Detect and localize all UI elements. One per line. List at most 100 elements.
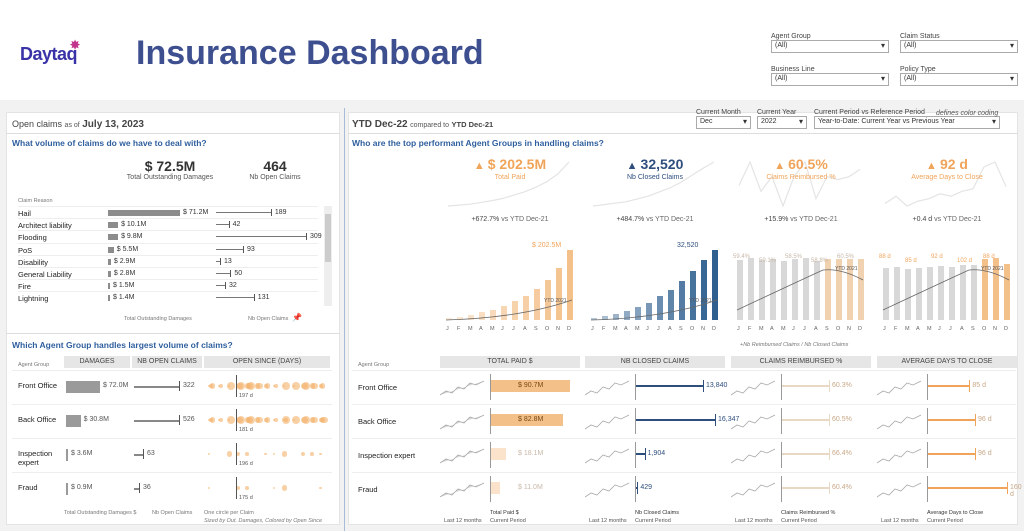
table-scrollbar[interactable]: [324, 206, 332, 306]
trend-sparkline: [440, 380, 484, 396]
month-label: J: [657, 326, 660, 332]
business-line-select[interactable]: (All): [771, 73, 889, 86]
table-row[interactable]: Fraud: [352, 472, 1016, 506]
monthly-bar-chart: J F M A M J J A S O N D $ 202.5M YTD 2021: [440, 240, 580, 332]
table-row[interactable]: Lightning $ 1.4M 131: [18, 291, 318, 303]
col-open-claims: NB OPEN CLAIMS: [132, 356, 202, 368]
filter-agent-group[interactable]: Agent Group (All): [771, 33, 889, 53]
claim-dot: [302, 415, 311, 425]
damages-value: $ 71.2M: [183, 209, 209, 216]
claims-value: 93: [247, 245, 255, 253]
metric-bar: [927, 487, 1007, 489]
current-year-control[interactable]: Current Year 2022: [757, 109, 807, 129]
col-header: CLAIMS REIMBURSED %: [731, 356, 871, 368]
claim-status-select[interactable]: (All): [900, 40, 1018, 53]
kpi-value: ▲ $ 202.5M: [440, 156, 580, 172]
trend-sparkline: [731, 482, 775, 498]
damages-value: $ 9.8M: [121, 233, 143, 241]
metric-bar: [635, 419, 715, 421]
agent-group-select[interactable]: (All): [771, 40, 889, 53]
claim-dot: [274, 418, 278, 422]
agent-name: Inspection expert: [18, 449, 53, 467]
metric-bar: [781, 419, 829, 421]
claim-dot: [293, 385, 295, 387]
foot2-damages: Total Outstanding Damages $: [64, 510, 137, 516]
table-row[interactable]: General Liability $ 2.8M 50: [18, 267, 318, 279]
ytd-label: YTD 2021: [981, 266, 1004, 272]
table-row[interactable]: Back Office $ 30.8M 526 181 d: [12, 404, 332, 438]
metric-tick: [829, 380, 830, 392]
claims-bar: [216, 273, 231, 274]
pin-icon[interactable]: 📌: [292, 313, 302, 322]
up-arrow-icon: ▲: [626, 160, 638, 172]
damages-bar: [108, 258, 111, 265]
current-year-select[interactable]: 2022: [757, 116, 807, 129]
filter-label: Business Line: [771, 66, 815, 73]
month-label: J: [792, 326, 795, 332]
claim-dot: [228, 419, 230, 421]
claim-dot: [319, 486, 322, 490]
month-label: A: [523, 326, 527, 332]
month-bar: [803, 258, 809, 320]
trend-sparkline: [731, 448, 775, 464]
metric-value: $ 18.1M: [518, 450, 544, 457]
table-row[interactable]: Hail $ 71.2M 189: [18, 206, 318, 218]
period-control[interactable]: Current Period vs Reference Period Year-…: [814, 109, 1000, 129]
delta-vs: vs YTD Dec-21: [646, 216, 694, 223]
foot2-claims: Nb Open Claims: [152, 510, 193, 516]
table-row[interactable]: Front Office: [352, 370, 1016, 404]
metric-bar: [635, 487, 638, 489]
policy-type-select[interactable]: (All): [900, 73, 1018, 86]
current-month-select[interactable]: Dec: [696, 116, 751, 129]
trend-sparkline: [585, 482, 629, 498]
bar-value-label: 92 d: [931, 254, 943, 260]
reason-name: PoS: [18, 245, 33, 255]
period-select[interactable]: Year-to-Date: Current Year vs Previous Y…: [814, 116, 1000, 129]
col-damages: DAMAGES: [64, 356, 130, 368]
table-row[interactable]: Front Office $ 72.0M 322 197 d: [12, 370, 332, 404]
month-bar: [501, 306, 507, 320]
claim-dot: [292, 415, 301, 425]
table-row[interactable]: Inspection expert $ 3.6M 63 196 d: [12, 438, 332, 472]
legend-note: +Nb Reimbursed Claims / Nb Closed Claims: [740, 342, 849, 348]
table-row[interactable]: PoS $ 5.5M 93: [18, 242, 318, 255]
table-row[interactable]: Flooding $ 9.8M 309: [18, 230, 322, 242]
filter-business-line[interactable]: Business Line (All): [771, 66, 889, 86]
bar-value-label: 59.4%: [733, 254, 751, 260]
footer-label-metric: Claims Reimbursed %: [781, 510, 836, 516]
table-row[interactable]: Fraud $ 0.9M 36 175 d: [12, 472, 332, 506]
brand-logo: Daytaq ✸: [20, 38, 80, 65]
filter-claim-status[interactable]: Claim Status (All): [900, 33, 1018, 53]
claims-bar: [216, 285, 225, 287]
ytd-reference-line: [736, 269, 864, 311]
footer-label-period: Last 12 months: [881, 518, 919, 524]
claim-dot: [245, 486, 249, 490]
month-bar: [894, 266, 900, 320]
filter-policy-type[interactable]: Policy Type (All): [900, 66, 1018, 86]
current-month-control[interactable]: Current Month Dec: [696, 109, 751, 129]
month-bar: [646, 302, 652, 320]
bar-value-label: 85 d: [905, 258, 917, 264]
scrollbar-thumb[interactable]: [325, 214, 331, 262]
table-row[interactable]: Back Office: [352, 404, 1016, 438]
month-label: O: [690, 326, 695, 332]
metric-value: 85 d: [972, 382, 987, 389]
agent-name: Back Office: [18, 415, 57, 424]
trend-sparkline: [585, 380, 629, 396]
month-label: O: [836, 326, 841, 332]
control-label: Current Period vs Reference Period: [814, 109, 925, 116]
claim-dot: [274, 384, 278, 388]
table-row[interactable]: Fire $ 1.5M 32: [18, 279, 318, 291]
month-label: F: [894, 326, 898, 332]
month-label: M: [613, 326, 618, 332]
current-line: [490, 408, 491, 434]
damages-bar: [66, 415, 81, 427]
claims-tick: [179, 415, 180, 425]
table-row[interactable]: Inspection expert: [352, 438, 1016, 472]
month-label: N: [556, 326, 560, 332]
current-line: [490, 374, 491, 400]
month-label: J: [737, 326, 740, 332]
table-row[interactable]: Architect liability $ 10.1M 42: [18, 218, 318, 230]
table-row[interactable]: Disability $ 2.9M 13: [18, 254, 318, 267]
footer-label-current: Current Period: [927, 518, 963, 524]
